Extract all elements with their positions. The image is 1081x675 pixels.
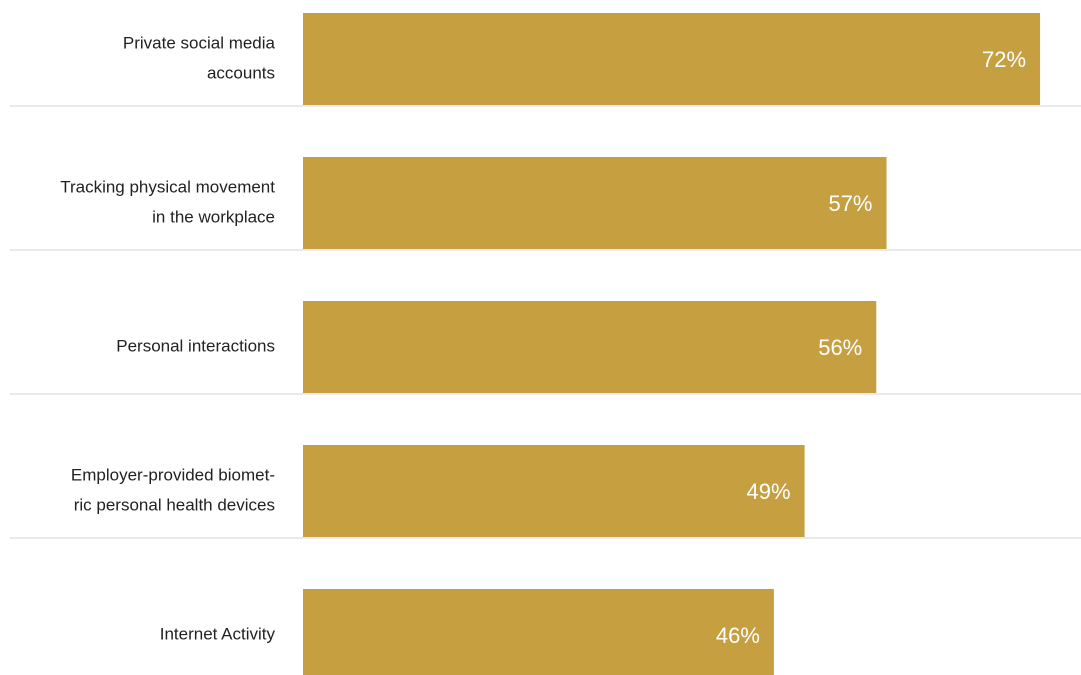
bar (303, 13, 1041, 105)
category-label: Internet Activity (160, 624, 276, 643)
category-label: Private social media (123, 33, 276, 52)
category-label: Employer-provided biomet- (71, 465, 275, 484)
value-label: 56% (818, 335, 862, 360)
value-label: 46% (716, 623, 760, 648)
bar (303, 157, 887, 249)
category-label: accounts (207, 63, 275, 82)
category-label: ric personal health devices (74, 495, 275, 514)
bar (303, 589, 774, 675)
bar (303, 301, 877, 393)
category-label: Tracking physical movement (60, 177, 275, 196)
category-label: in the workplace (152, 207, 275, 226)
value-label: 57% (828, 191, 872, 216)
category-label: Personal interactions (116, 336, 275, 355)
bar (303, 445, 805, 537)
value-label: 72% (982, 47, 1026, 72)
value-label: 49% (747, 479, 791, 504)
